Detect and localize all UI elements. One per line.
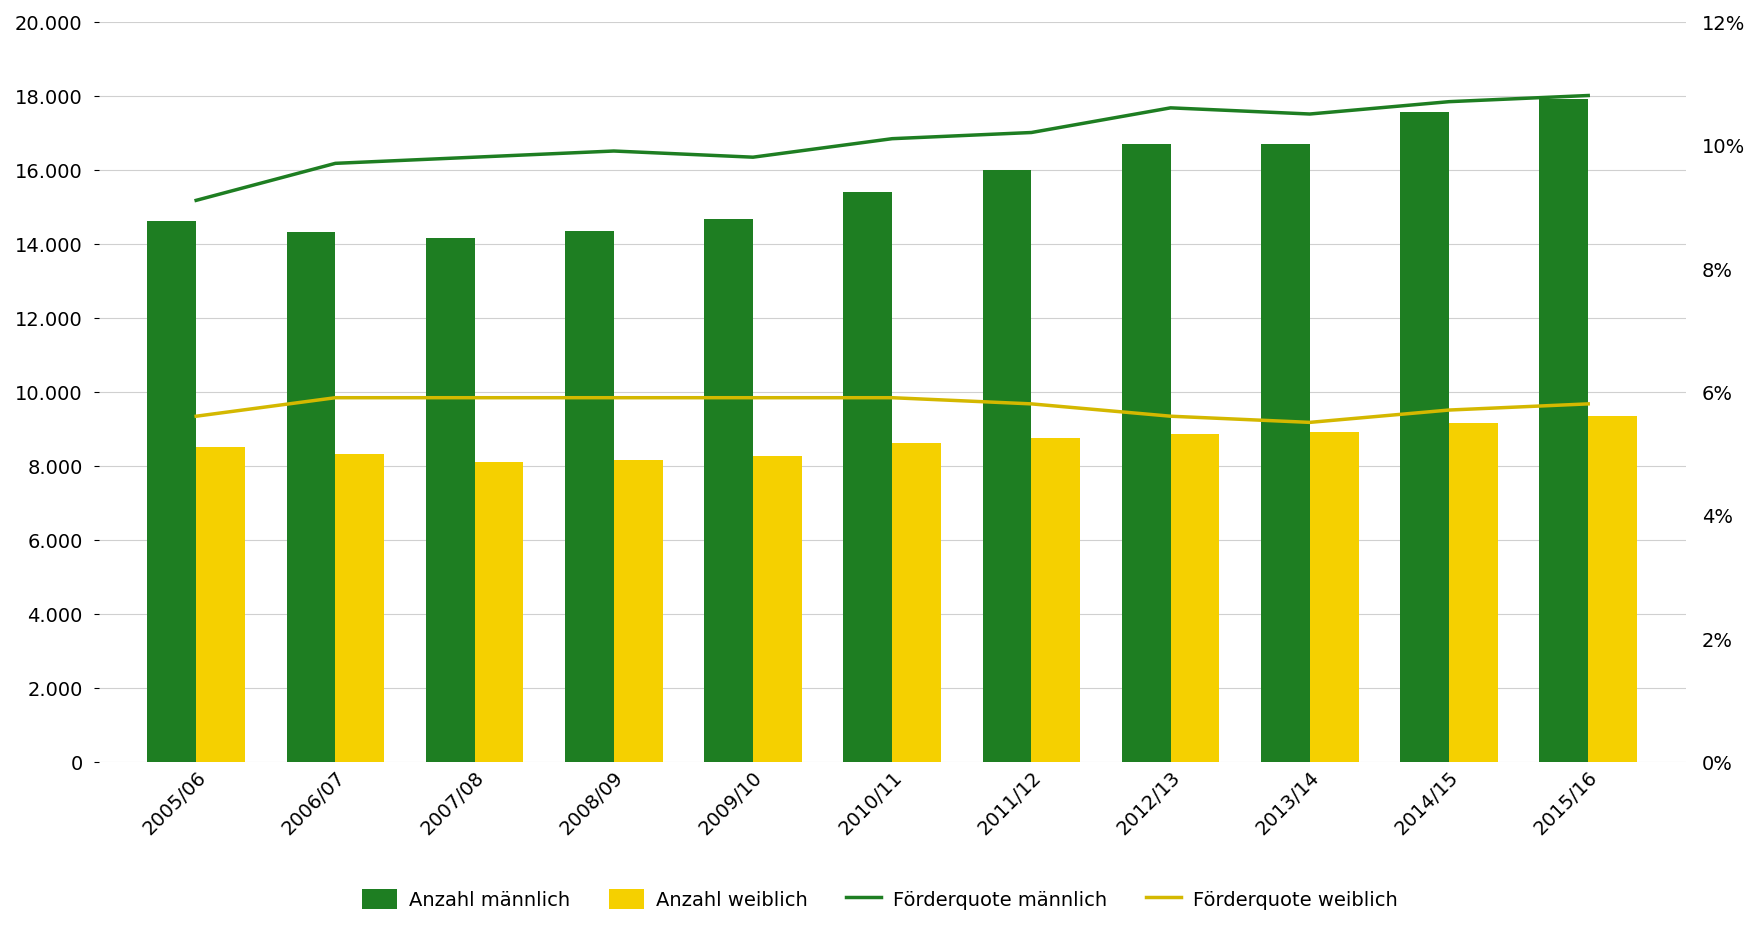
Förderquote männlich	[1299, 109, 1320, 121]
Förderquote männlich	[326, 159, 347, 170]
Förderquote weiblich	[1299, 417, 1320, 428]
Bar	[148, 222, 195, 762]
Bar	[1588, 416, 1637, 762]
Förderquote männlich	[185, 196, 206, 207]
Bar	[1121, 145, 1170, 762]
Förderquote männlich	[882, 134, 903, 146]
Bar	[1448, 424, 1498, 762]
Bar	[336, 455, 384, 762]
Bar	[1540, 100, 1588, 762]
Bar	[287, 234, 336, 762]
Förderquote weiblich	[326, 393, 347, 404]
Förderquote männlich	[1438, 97, 1459, 108]
Bar	[1401, 113, 1448, 762]
Förderquote männlich	[1160, 103, 1181, 114]
Förderquote männlich	[1021, 128, 1042, 139]
Förderquote männlich	[1577, 91, 1598, 102]
Förderquote weiblich	[882, 393, 903, 404]
Förderquote weiblich	[1160, 412, 1181, 423]
Bar	[426, 239, 475, 762]
Bar	[704, 221, 753, 762]
Bar	[753, 457, 803, 762]
Bar	[475, 463, 523, 762]
Line: Förderquote männlich: Förderquote männlich	[195, 96, 1588, 201]
Bar	[195, 448, 245, 762]
Bar	[843, 193, 892, 762]
Line: Förderquote weiblich: Förderquote weiblich	[195, 399, 1588, 423]
Bar	[892, 444, 942, 762]
Bar	[982, 171, 1031, 762]
Förderquote männlich	[465, 152, 486, 163]
Bar	[1309, 433, 1359, 762]
Förderquote weiblich	[185, 412, 206, 423]
Förderquote männlich	[604, 146, 625, 158]
Bar	[1170, 435, 1220, 762]
Förderquote weiblich	[1438, 405, 1459, 416]
Förderquote weiblich	[1021, 399, 1042, 410]
Förderquote weiblich	[743, 393, 764, 404]
Legend: Anzahl männlich, Anzahl weiblich, Förderquote männlich, Förderquote weiblich: Anzahl männlich, Anzahl weiblich, Förder…	[356, 882, 1404, 918]
Förderquote weiblich	[604, 393, 625, 404]
Bar	[614, 461, 662, 762]
Förderquote weiblich	[465, 393, 486, 404]
Bar	[1262, 145, 1309, 762]
Bar	[1031, 438, 1081, 762]
Förderquote weiblich	[1577, 399, 1598, 410]
Förderquote männlich	[743, 152, 764, 163]
Bar	[565, 232, 614, 762]
